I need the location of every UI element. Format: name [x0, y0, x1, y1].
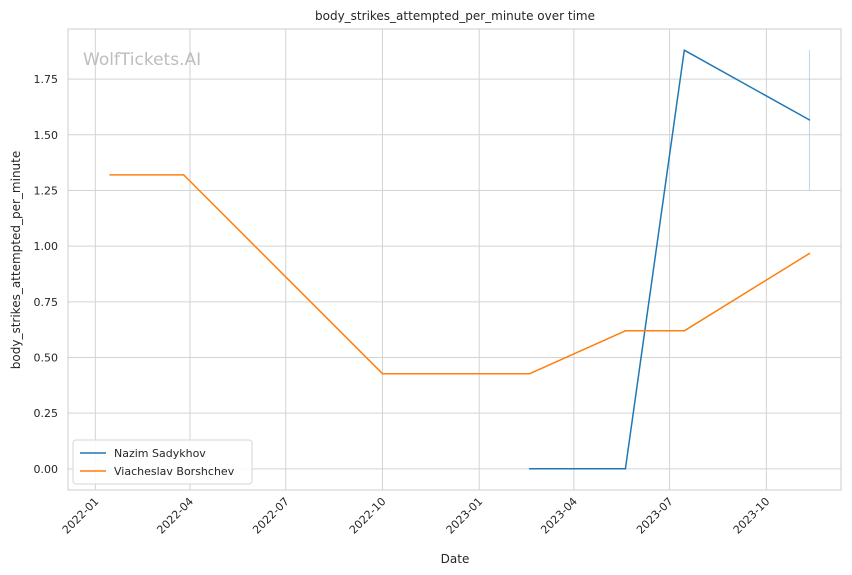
data-point-viacheslav-borshchev	[528, 372, 531, 375]
x-tick-label: 2022-04	[154, 495, 196, 537]
series-layer	[109, 49, 811, 470]
data-point-nazim-sadykhov	[683, 49, 686, 51]
legend-box	[72, 439, 253, 485]
data-point-viacheslav-borshchev	[182, 174, 185, 176]
data-point-nazim-sadykhov	[808, 119, 811, 121]
legend: Nazim Sadykhov Viacheslav Borshchev	[72, 439, 253, 485]
legend-label-nazim-sadykhov: Nazim Sadykhov	[114, 447, 206, 460]
x-tick-labels: 2022-01 2022-04 2022-07 2022-10 2023-01 2023-…	[60, 495, 773, 537]
grid-lines	[68, 29, 841, 490]
data-point-viacheslav-borshchev	[808, 252, 811, 255]
watermark: WolfTickets.AI	[83, 50, 201, 70]
x-tick-label: 2023-07	[634, 495, 676, 537]
x-tick-label: 2022-01	[60, 495, 102, 537]
y-tick-label: 0.75	[34, 296, 59, 309]
y-tick-label: 1.50	[34, 129, 59, 142]
data-point-nazim-sadykhov	[528, 468, 531, 470]
x-tick-label: 2022-10	[347, 495, 389, 537]
x-axis-label: Date	[441, 552, 470, 566]
x-tick-label: 2023-01	[444, 495, 486, 537]
legend-label-viacheslav-borshchev: Viacheslav Borshchev	[114, 465, 235, 478]
y-tick-label: 0.50	[34, 351, 59, 364]
y-tick-label: 1.25	[34, 184, 59, 197]
y-tick-label: 1.00	[34, 240, 59, 253]
data-point-viacheslav-borshchev	[109, 174, 111, 176]
y-tick-label: 1.75	[34, 73, 59, 86]
plot-area-frame	[67, 28, 842, 491]
y-axis-label: body_strikes_attempted_per_minute	[9, 151, 23, 369]
x-tick-label: 2023-10	[731, 495, 773, 537]
x-tick-label: 2022-07	[250, 495, 292, 537]
data-point-viacheslav-borshchev	[381, 372, 384, 375]
y-tick-label: 0.25	[34, 407, 59, 420]
chart-title: body_strikes_attempted_per_minute over t…	[315, 9, 595, 23]
data-point-viacheslav-borshchev	[624, 329, 627, 332]
series-line-nazim-sadykhov	[529, 49, 810, 470]
data-point-nazim-sadykhov	[624, 468, 627, 470]
series-line-viacheslav-borshchev	[110, 174, 810, 375]
y-tick-labels: 0.00 0.25 0.50 0.75 1.00 1.25 1.50 1.75	[34, 73, 59, 476]
y-tick-label: 0.00	[34, 463, 59, 476]
data-point-viacheslav-borshchev	[683, 329, 686, 332]
x-tick-label: 2023-04	[538, 495, 580, 537]
